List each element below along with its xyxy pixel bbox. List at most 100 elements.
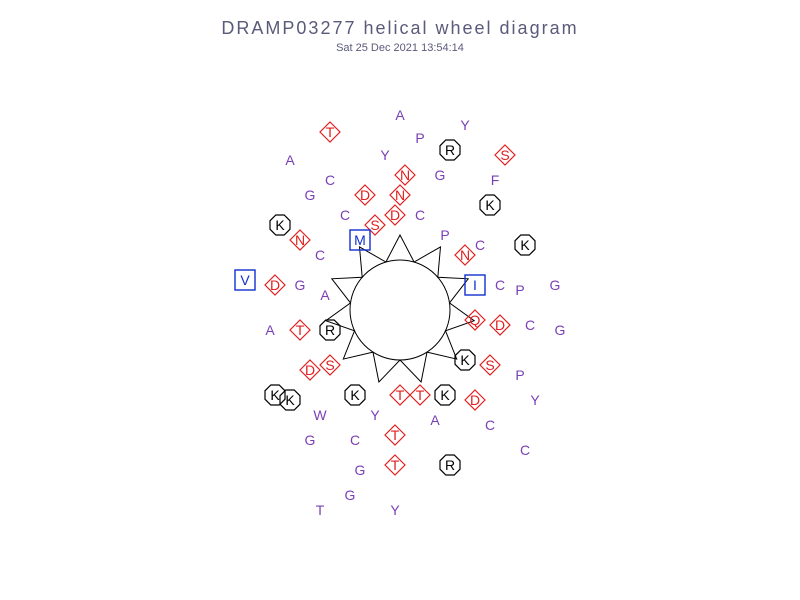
- residue-label: G: [355, 462, 366, 478]
- residue: Y: [390, 502, 400, 518]
- residue-label: N: [395, 187, 405, 203]
- residue: C: [315, 247, 325, 263]
- residue: Y: [530, 392, 540, 408]
- residue-label: Y: [460, 117, 470, 133]
- residue: G: [295, 277, 306, 293]
- residue-label: C: [485, 417, 495, 433]
- residue-label: A: [320, 287, 330, 303]
- residue: C: [495, 277, 505, 293]
- residue-label: R: [445, 457, 455, 473]
- residue: C: [520, 442, 530, 458]
- residue: R: [440, 455, 460, 475]
- residue-label: C: [415, 207, 425, 223]
- residue: Y: [370, 407, 380, 423]
- residue: K: [265, 385, 285, 405]
- residue-label: S: [325, 357, 334, 373]
- residue-label: K: [275, 217, 285, 233]
- residue-label: C: [520, 442, 530, 458]
- residue-label: A: [285, 152, 295, 168]
- residue: W: [313, 407, 327, 423]
- residue-label: G: [555, 322, 566, 338]
- residue: Q: [465, 310, 485, 330]
- residue-label: N: [400, 167, 410, 183]
- helical-wheel-diagram: APYTYRSANGFCGDNKCDSCKNMPCKCNVDGAICPGATRQ…: [0, 0, 800, 600]
- residue-label: D: [390, 207, 400, 223]
- residue: A: [395, 107, 405, 123]
- residue: P: [515, 282, 524, 298]
- residue: N: [290, 230, 310, 250]
- residue: K: [435, 385, 455, 405]
- residue-label: F: [491, 172, 500, 188]
- residue-label: Y: [390, 502, 400, 518]
- residue: M: [350, 230, 370, 250]
- residue: G: [355, 462, 366, 478]
- residue-label: C: [495, 277, 505, 293]
- residue: N: [395, 165, 415, 185]
- residue-label: G: [550, 277, 561, 293]
- residue: R: [440, 140, 460, 160]
- residue-label: T: [391, 427, 400, 443]
- residue: A: [430, 412, 440, 428]
- residue: T: [316, 502, 325, 518]
- residue-label: Y: [380, 147, 390, 163]
- residue: D: [465, 390, 485, 410]
- residue: C: [475, 237, 485, 253]
- residue-label: C: [340, 207, 350, 223]
- residue-label: D: [305, 362, 315, 378]
- residue-label: P: [515, 367, 524, 383]
- residue-label: N: [460, 247, 470, 263]
- residue-label: G: [305, 187, 316, 203]
- residue: A: [265, 322, 275, 338]
- residue: C: [415, 207, 425, 223]
- residue-label: D: [495, 317, 505, 333]
- residue: K: [280, 390, 300, 410]
- residue: C: [485, 417, 495, 433]
- residue: D: [265, 275, 285, 295]
- residue: T: [385, 425, 405, 445]
- residue-label: G: [435, 167, 446, 183]
- residue: Y: [380, 147, 390, 163]
- residue-label: C: [525, 317, 535, 333]
- residue: D: [300, 360, 320, 380]
- residue-label: I: [473, 277, 477, 293]
- residue: K: [345, 385, 365, 405]
- residue-label: D: [470, 392, 480, 408]
- residue-label: T: [416, 387, 425, 403]
- residue: K: [515, 235, 535, 255]
- residue: N: [390, 185, 410, 205]
- residue: S: [320, 355, 340, 375]
- residue: V: [235, 270, 255, 290]
- wheel-star: [326, 235, 474, 382]
- residue: K: [480, 195, 500, 215]
- residue: K: [455, 350, 475, 370]
- residue: G: [305, 432, 316, 448]
- residue: T: [320, 122, 340, 142]
- residue-label: P: [515, 282, 524, 298]
- residue-label: C: [325, 172, 335, 188]
- residue-label: C: [475, 237, 485, 253]
- residue-label: K: [520, 237, 530, 253]
- residue: T: [390, 385, 410, 405]
- residue-label: S: [500, 147, 509, 163]
- residue: C: [350, 432, 360, 448]
- residue: P: [440, 227, 449, 243]
- residue-label: G: [345, 487, 356, 503]
- residue: D: [490, 315, 510, 335]
- residue-label: K: [460, 352, 470, 368]
- residue: G: [435, 167, 446, 183]
- residue-label: S: [485, 357, 494, 373]
- residue: S: [365, 215, 385, 235]
- residue: D: [385, 205, 405, 225]
- residue-label: Y: [530, 392, 540, 408]
- residue-label: P: [415, 130, 424, 146]
- residue: G: [305, 187, 316, 203]
- residue-label: T: [391, 457, 400, 473]
- residue: C: [325, 172, 335, 188]
- residue: P: [415, 130, 424, 146]
- residue: G: [550, 277, 561, 293]
- residue-label: G: [305, 432, 316, 448]
- residue: N: [455, 245, 475, 265]
- residue-label: K: [270, 387, 280, 403]
- residue-label: C: [315, 247, 325, 263]
- residue: C: [525, 317, 535, 333]
